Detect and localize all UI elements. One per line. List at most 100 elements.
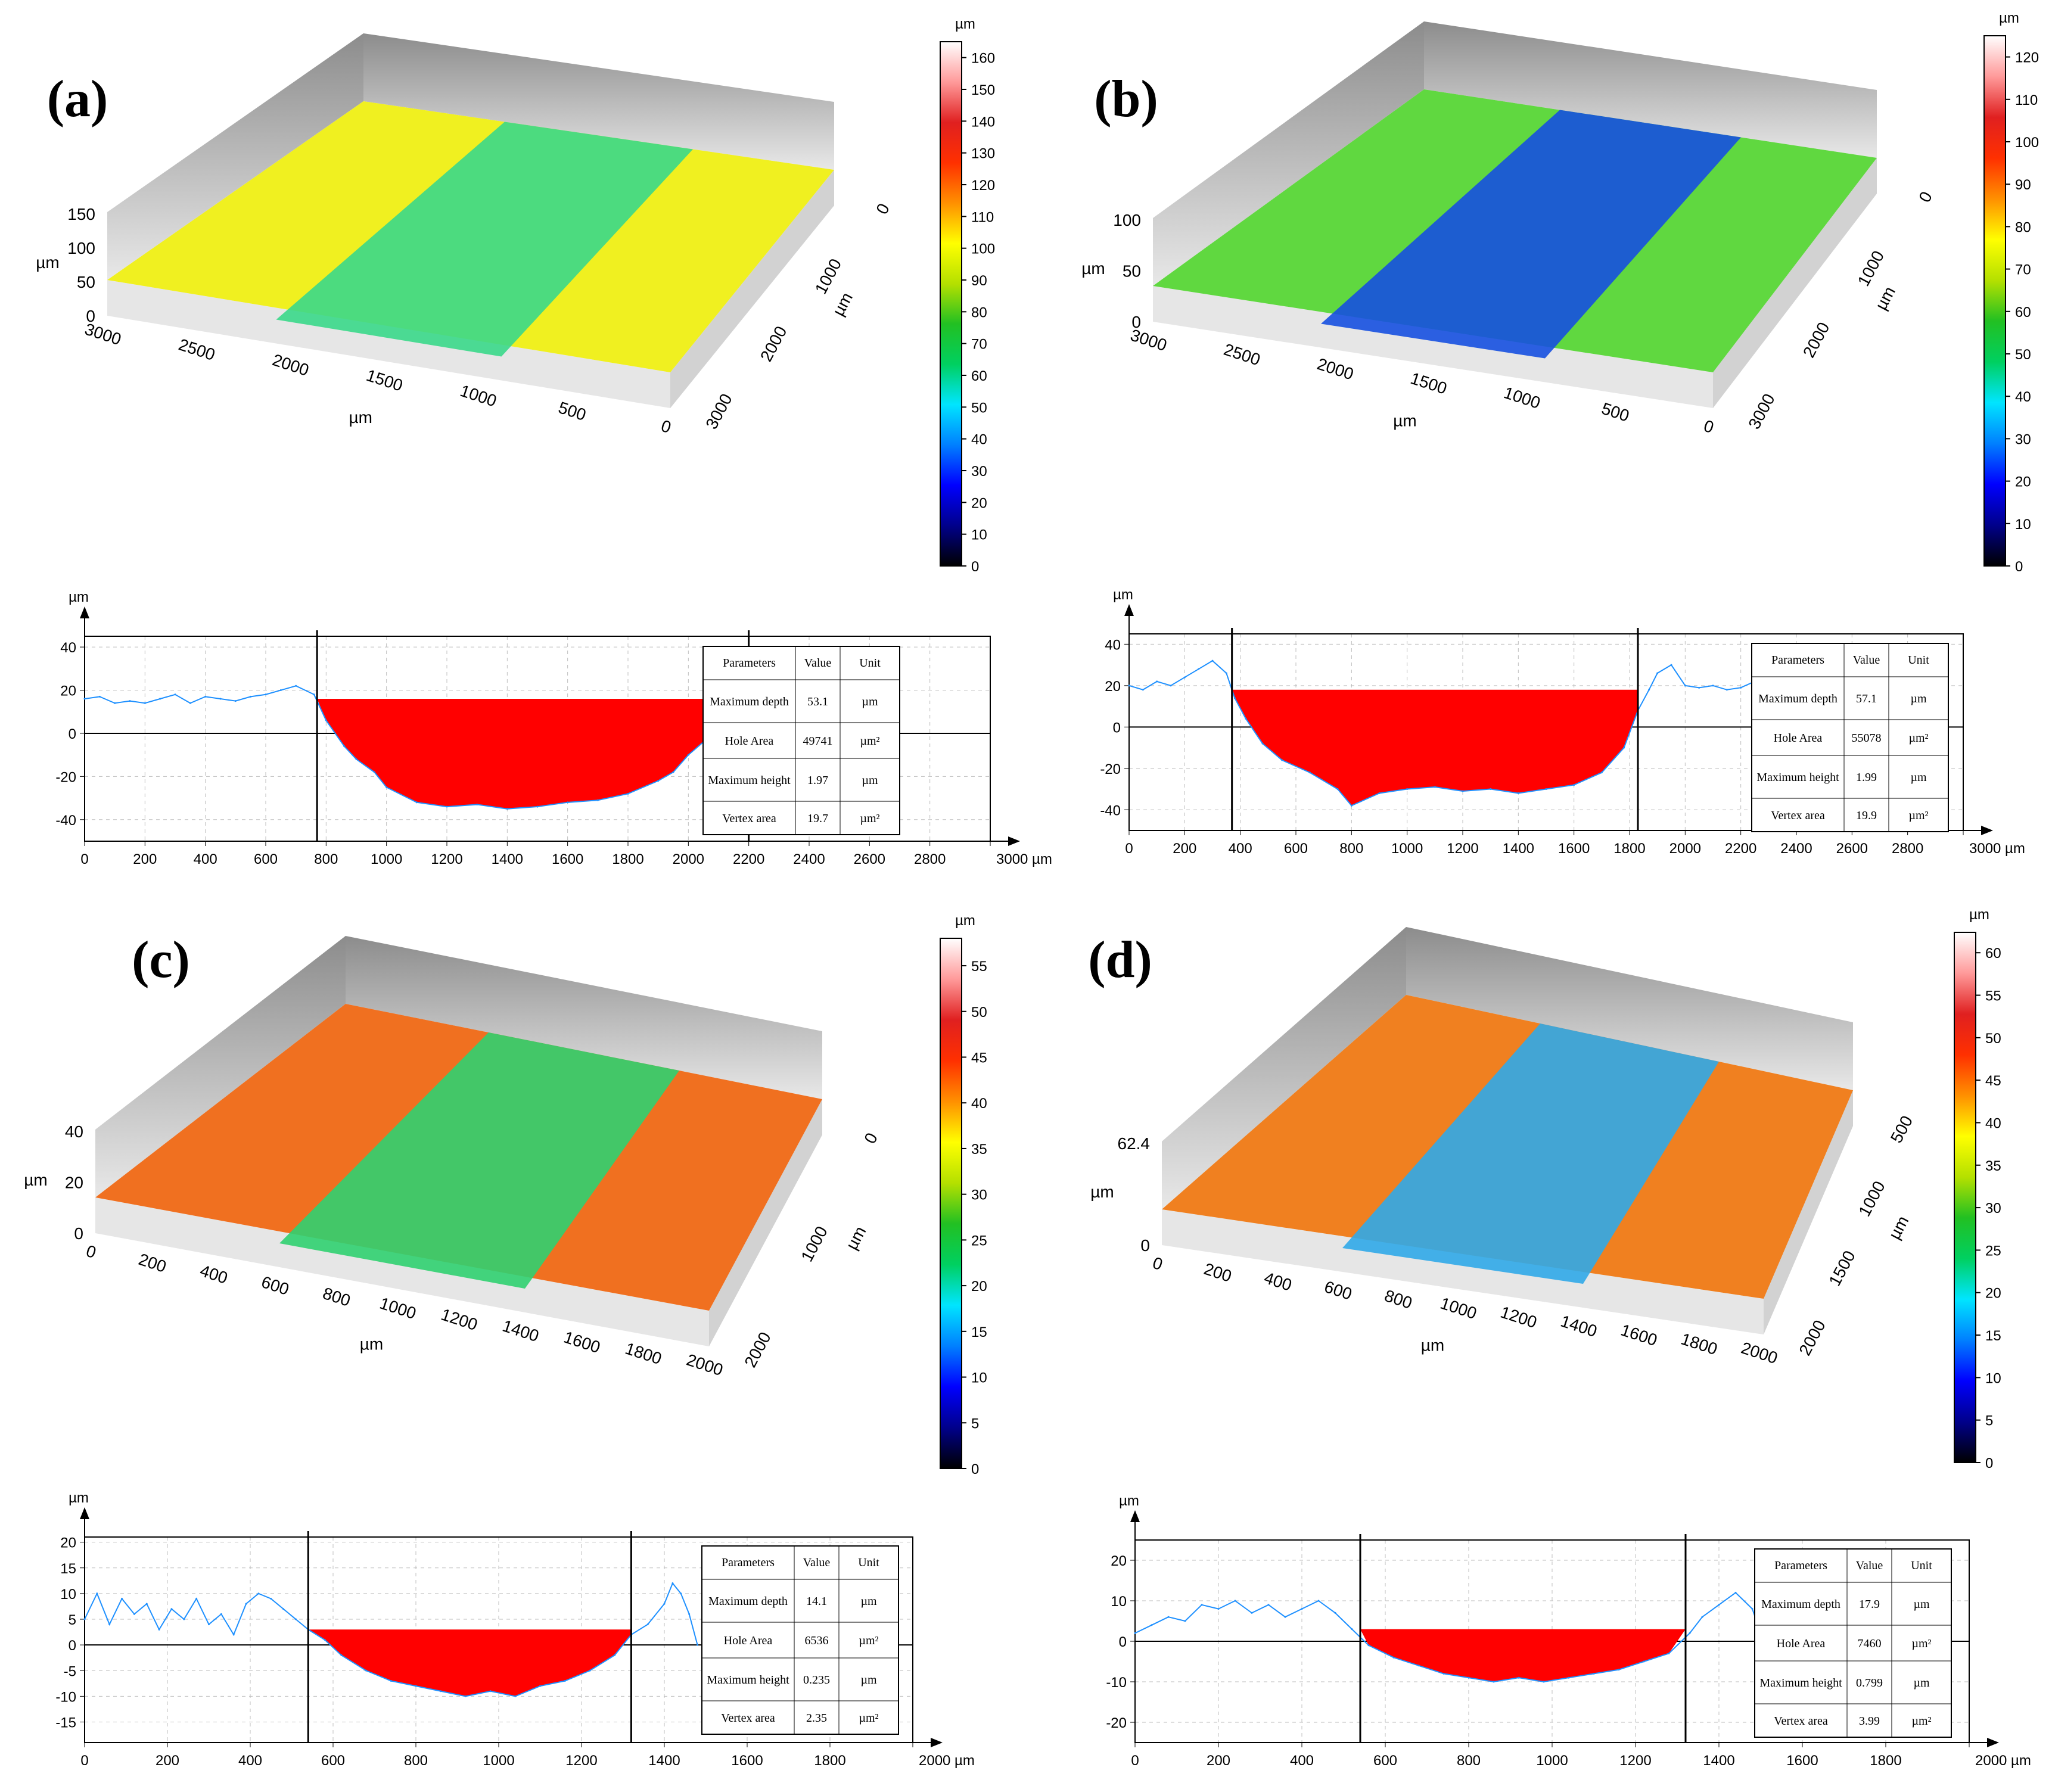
profile-point <box>1201 1604 1203 1606</box>
x-axis-arrow <box>1987 1738 1999 1747</box>
profile-point <box>1142 689 1144 691</box>
profile-point <box>1317 1600 1320 1602</box>
y-tick-label: 1500 <box>1825 1247 1859 1289</box>
panel-label: (a) <box>47 70 108 128</box>
x-tick-label: 500 <box>1599 399 1631 425</box>
colorbar-tick-label: 140 <box>971 114 995 130</box>
colorbar-tick-label: 110 <box>2015 92 2038 108</box>
front-skirt <box>1162 1209 1764 1334</box>
x-tick-label: 1200 <box>565 1753 597 1769</box>
table-cell-parameter: Hole Area <box>1777 1637 1826 1650</box>
x-tick-label: 3000 <box>1128 326 1170 355</box>
profile-point <box>170 1608 173 1610</box>
x-tick-label: 2000 <box>1669 841 1701 857</box>
table-cell-parameter: Hole Area <box>725 735 774 748</box>
y-tick-label: -5 <box>64 1663 76 1679</box>
profile-point <box>204 695 207 698</box>
x-tick-label: 800 <box>1457 1753 1481 1769</box>
z-tick-label: 100 <box>67 239 95 257</box>
profile-chart: µm0 200 400 600 800 1000 1200 1400 1600 1800 2000 … <box>55 1490 975 1769</box>
colorbar-tick-label: 70 <box>971 337 987 353</box>
panel-label: (d) <box>1088 931 1152 989</box>
y-tick-label: 2000 <box>741 1329 775 1371</box>
colorbar-tick-label: 30 <box>971 1187 987 1203</box>
colorbar-gradient <box>1983 35 2006 567</box>
profile-point <box>144 702 146 704</box>
z-tick-label: 20 <box>65 1174 83 1192</box>
colorbar: µm 0 10 20 30 40 50 60 70 80 90 100 110 120 <box>1983 10 2039 575</box>
x-tick-label: 0 <box>84 1242 98 1262</box>
profile-point <box>1334 1611 1336 1614</box>
back-wall-left <box>1153 21 1424 286</box>
profile-point <box>1225 672 1227 674</box>
x-tick-label: 0 <box>1702 416 1716 437</box>
table-frame <box>701 1545 899 1735</box>
table-header-value: Value <box>804 657 832 670</box>
profile-point <box>129 700 131 702</box>
table-cell-parameter: Maximum depth <box>708 1595 788 1608</box>
table-cell-value: 14.1 <box>806 1595 827 1608</box>
x-tick-label: 1600 <box>562 1328 603 1357</box>
table-cell-parameter: Maximum height <box>1756 771 1839 784</box>
profile-point <box>108 1623 111 1626</box>
colorbar-tick-label: 40 <box>2015 389 2031 405</box>
x-tick-label: 200 <box>133 851 157 867</box>
profile-point <box>489 1690 492 1693</box>
y-axis-unit: µm <box>1113 587 1133 603</box>
x-tick-label: 200 <box>1202 1259 1234 1286</box>
y-tick-label: -20 <box>55 769 76 785</box>
table-frame <box>702 646 900 835</box>
colorbar-tick-label: 10 <box>2015 517 2031 533</box>
x-tick-label: 400 <box>198 1261 230 1287</box>
profile-point <box>282 1608 285 1610</box>
profile-point <box>373 771 375 773</box>
table-cell-unit: µm <box>1913 1598 1930 1611</box>
colorbar: µm 0 10 20 30 40 50 60 70 80 90 100 110 120 130 140 150 1… <box>940 16 995 575</box>
colorbar-tick-label: 0 <box>2015 559 2023 575</box>
colorbar-tick-label: 20 <box>971 495 987 511</box>
y-tick-label: 1000 <box>1855 1178 1889 1219</box>
y-tick-label: -40 <box>1100 802 1121 819</box>
profile-chart: µm0 200 400 600 800 1000 1200 1400 1600 1800 2000 2… <box>1100 587 2025 857</box>
x-tick-label: 1600 <box>1619 1321 1660 1350</box>
profile-point <box>1434 786 1436 788</box>
colorbar-tick-label: 0 <box>1985 1455 1993 1471</box>
x-tick-label: 2600 <box>854 851 885 867</box>
y-tick-label: 0 <box>1113 720 1121 736</box>
table-cell-value: 49741 <box>803 735 833 748</box>
z-axis-label: µm <box>36 253 59 272</box>
table-header-parameter: Parameters <box>1771 654 1824 667</box>
table-cell-value: 0.235 <box>803 1673 830 1687</box>
profile-point <box>1281 759 1283 761</box>
profile-point <box>145 1603 148 1605</box>
colorbar-tick-label: 25 <box>971 1233 987 1249</box>
profile-point <box>355 758 357 760</box>
profile-point <box>627 792 629 795</box>
y-tick-label: 20 <box>60 683 76 699</box>
profile-point <box>1350 804 1353 807</box>
x-axis-label: µm <box>360 1335 383 1354</box>
table-header-value: Value <box>803 1556 831 1569</box>
colorbar-gradient <box>940 41 962 567</box>
x-tick-label: 600 <box>1373 1753 1397 1769</box>
profile-point <box>1493 1681 1495 1683</box>
x-tick-label: 0 <box>80 1753 88 1769</box>
x-tick-label: 2000 <box>271 350 312 379</box>
profile-point <box>596 799 599 801</box>
table-cell-unit: µm² <box>859 1712 878 1725</box>
profile-point <box>1284 1616 1286 1618</box>
x-tick-label: 1800 <box>623 1339 664 1368</box>
table-cell-value: 2.35 <box>806 1712 827 1725</box>
table-cell-unit: µm <box>1913 1676 1930 1690</box>
profile-point <box>589 1669 591 1672</box>
table-frame <box>1754 1548 1952 1738</box>
profile-point <box>1378 792 1381 794</box>
profile-point <box>1128 685 1130 687</box>
profile-point <box>1468 1676 1470 1679</box>
colorbar-unit: µm <box>1969 907 1989 923</box>
profile-point <box>234 700 237 702</box>
profile-point <box>1734 1591 1737 1594</box>
y-axis-unit: µm <box>69 1490 89 1506</box>
y-tick-label: -15 <box>55 1715 76 1731</box>
z-tick-label: 40 <box>65 1122 83 1141</box>
